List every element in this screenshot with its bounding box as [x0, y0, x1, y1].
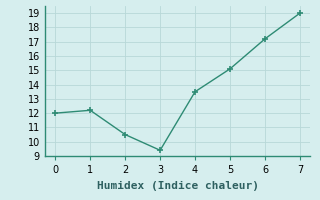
- X-axis label: Humidex (Indice chaleur): Humidex (Indice chaleur): [97, 181, 259, 191]
